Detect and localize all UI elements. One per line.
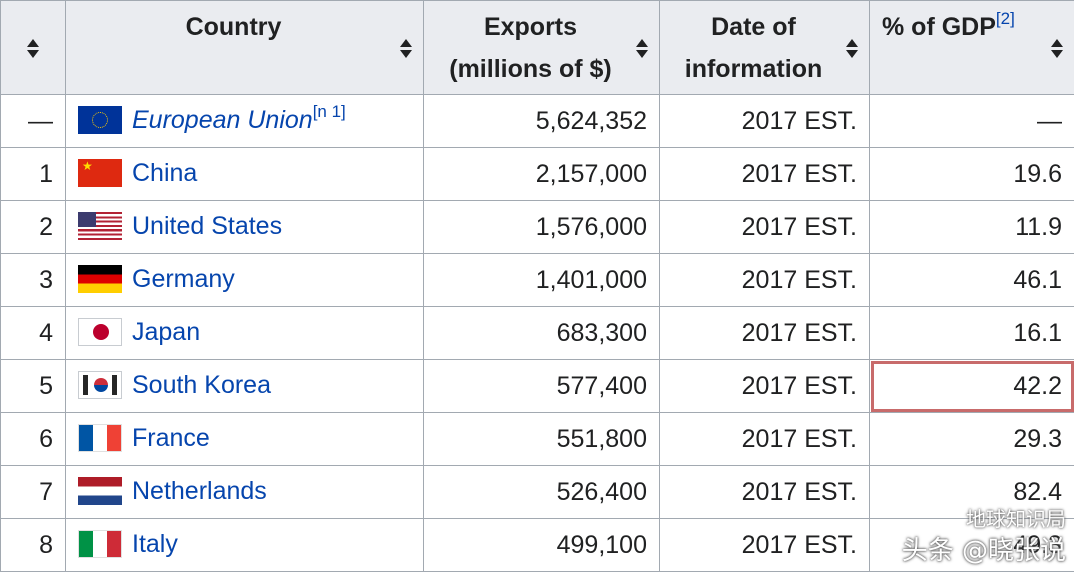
country-link[interactable]: Japan [132,318,201,347]
country-link[interactable]: China [132,159,198,188]
sort-arrows-icon[interactable] [636,38,648,60]
gdp-cell: — [869,94,1074,148]
exports-cell: 1,576,000 [423,200,660,254]
france-flag-icon[interactable] [78,423,122,452]
south-korea-flag-icon[interactable] [78,370,122,399]
exports-header-line1: Exports [483,13,578,41]
gdp-header-text: % of GDP [882,13,996,41]
country-column-header[interactable]: Country [65,0,424,95]
country-link[interactable]: South Korea [132,371,271,400]
country-link[interactable]: Italy [132,530,178,559]
watermark: 地球知识局 头条 @晓张说 [902,503,1066,567]
date-cell: 2017 EST. [659,94,870,148]
table-row: — European Union[n 1] 5,624,352 2017 EST. — [0,94,1074,148]
exports-cell: 683,300 [423,306,660,360]
date-cell: 2017 EST. [659,253,870,307]
sort-arrows-icon[interactable] [400,38,412,60]
date-cell: 2017 EST. [659,200,870,254]
country-cell: Netherlands [65,465,424,519]
gdp-cell: 11.9 [869,200,1074,254]
exports-cell: 1,401,000 [423,253,660,307]
highlighted-gdp-cell: 42.2 [869,359,1074,413]
table-row: 8 Italy 499,100 2017 EST. 49.3 [0,518,1074,572]
country-link[interactable]: Netherlands [132,477,267,506]
table-row: 4 Japan 683,300 2017 EST. 16.1 [0,306,1074,360]
country-cell: Japan [65,306,424,360]
rank-cell: — [0,94,66,148]
country-cell: France [65,412,424,466]
country-cell: Italy [65,518,424,572]
rank-cell: 2 [0,200,66,254]
header-row: Country Exports (millions of $) Date of in… [0,0,1074,95]
exports-cell: 577,400 [423,359,660,413]
country-link[interactable]: Germany [132,265,235,294]
country-link[interactable]: United States [132,212,283,241]
watermark-line1: 地球知识局 [966,507,1066,531]
date-cell: 2017 EST. [659,412,870,466]
country-link[interactable]: European Union [132,106,313,135]
table-row: 2 United States 1,576,000 2017 EST. 11.9 [0,200,1074,254]
rank-cell: 3 [0,253,66,307]
country-cell: Germany [65,253,424,307]
note-reference-link[interactable]: [n 1] [312,102,346,122]
date-cell: 2017 EST. [659,359,870,413]
netherlands-flag-icon[interactable] [78,476,122,505]
rank-cell: 8 [0,518,66,572]
rank-cell: 6 [0,412,66,466]
japan-flag-icon[interactable] [78,317,122,346]
country-cell: United States [65,200,424,254]
date-header-line2: information [684,55,823,83]
rank-cell: 7 [0,465,66,519]
rank-cell: 1 [0,147,66,201]
date-header-line1: Date of [711,13,796,41]
gdp-cell: 49.3 [869,518,1074,572]
table-row: 5 South Korea 577,400 2017 EST. 42.2 [0,359,1074,413]
gdp-cell: 19.6 [869,147,1074,201]
date-cell: 2017 EST. [659,147,870,201]
table-body: — European Union[n 1] 5,624,352 2017 EST. —1… [0,94,1074,572]
exports-header-label: Exports (millions of $) [424,1,659,90]
country-cell: China [65,147,424,201]
date-column-header[interactable]: Date of information [659,0,870,95]
date-cell: 2017 EST. [659,306,870,360]
exports-cell: 5,624,352 [423,94,660,148]
rank-cell: 4 [0,306,66,360]
sort-arrows-icon[interactable] [846,38,858,60]
exports-header-line2: (millions of $) [449,55,612,83]
exports-cell: 551,800 [423,412,660,466]
exports-cell: 499,100 [423,518,660,572]
country-header-label: Country [185,13,282,41]
usa-flag-icon[interactable] [78,211,122,240]
gdp-column-header[interactable]: % of GDP[2] [869,0,1074,95]
gdp-cell: 46.1 [869,253,1074,307]
rank-cell: 5 [0,359,66,413]
gdp-reference-link[interactable]: [2] [995,9,1015,28]
eu-flag-icon[interactable] [78,105,122,134]
date-header-label: Date of information [660,1,869,90]
exports-cell: 526,400 [423,465,660,519]
date-cell: 2017 EST. [659,465,870,519]
country-link[interactable]: France [132,424,210,453]
gdp-header-label: % of GDP[2] [870,1,1074,48]
rank-column-header[interactable] [0,0,66,95]
watermark-line2: 头条 @晓张说 [901,536,1066,566]
gdp-cell: 29.3 [869,412,1074,466]
country-cell: South Korea [65,359,424,413]
date-cell: 2017 EST. [659,518,870,572]
gdp-cell: 82.4 [869,465,1074,519]
sort-arrows-icon[interactable] [1051,38,1063,60]
sort-arrows-icon[interactable] [27,38,39,60]
table-row: 6 France 551,800 2017 EST. 29.3 [0,412,1074,466]
exports-column-header[interactable]: Exports (millions of $) [423,0,660,95]
table-row: 3 Germany 1,401,000 2017 EST. 46.1 [0,253,1074,307]
gdp-cell: 16.1 [869,306,1074,360]
germany-flag-icon[interactable] [78,264,122,293]
country-cell: European Union[n 1] [65,94,424,148]
exports-cell: 2,157,000 [423,147,660,201]
table-row: 7 Netherlands 526,400 2017 EST. 82.4 [0,465,1074,519]
china-flag-icon[interactable] [78,158,122,187]
italy-flag-icon[interactable] [78,529,122,558]
